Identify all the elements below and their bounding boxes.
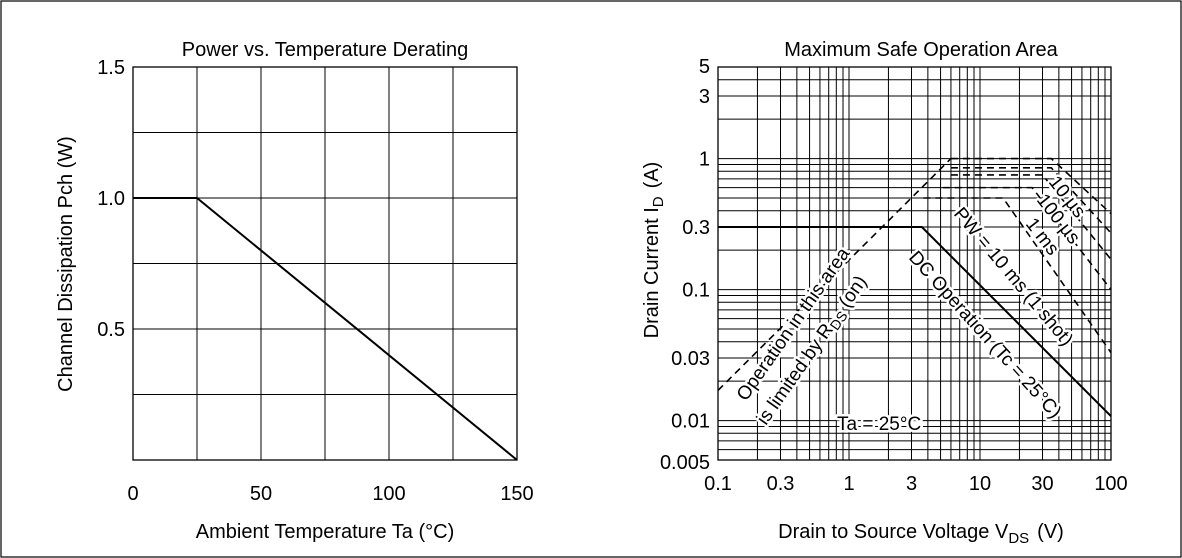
soa-y-tick-label: 3 bbox=[699, 86, 710, 108]
derating-y-ticks: 0.5 1.0 1.5 bbox=[97, 57, 125, 341]
soa-title: Maximum Safe Operation Area bbox=[784, 39, 1058, 61]
soa-x-tick-label: 0.3 bbox=[767, 473, 795, 495]
label-dc-operation: DC Operation (Tc = 25°C) bbox=[904, 247, 1065, 422]
pw-10ms-line bbox=[923, 197, 1112, 354]
soa-x-tick-label: 30 bbox=[1031, 473, 1053, 495]
derating-x-tick-label: 0 bbox=[127, 483, 138, 505]
soa-x-tick-label: 1 bbox=[843, 473, 854, 495]
derating-x-tick-label: 100 bbox=[372, 483, 405, 505]
soa-y-ticks: 0.005 0.01 0.03 0.1 0.3 1 3 5 bbox=[660, 56, 710, 474]
soa-x-tick-label: 100 bbox=[1094, 473, 1127, 495]
soa-x-label-unit: (V) bbox=[1037, 521, 1064, 543]
dc-operation-line bbox=[718, 226, 1112, 417]
soa-plot-area bbox=[717, 66, 1112, 461]
soa-y-tick-label: 0.01 bbox=[671, 411, 710, 433]
derating-curve bbox=[133, 197, 518, 461]
soa-curves bbox=[717, 157, 1112, 417]
soa-y-tick-label: 0.1 bbox=[682, 280, 710, 302]
derating-plot-area bbox=[132, 66, 518, 461]
derating-y-tick-label: 1.5 bbox=[97, 57, 125, 79]
derating-grid bbox=[133, 67, 517, 460]
pw-10us-line-b bbox=[950, 157, 1112, 215]
soa-x-label-main: Drain to Source Voltage V bbox=[778, 521, 1009, 543]
pw-1ms-line bbox=[942, 186, 1112, 291]
derating-y-label: Channel Dissipation Pch (W) bbox=[55, 136, 77, 392]
derating-x-label: Ambient Temperature Ta (°C) bbox=[196, 521, 454, 543]
pw-10us-line-a bbox=[950, 167, 1112, 234]
soa-y-label-unit: (A) bbox=[641, 162, 663, 189]
derating-y-tick-label: 0.5 bbox=[97, 319, 125, 341]
derating-x-ticks: 0 50 100 150 bbox=[127, 483, 533, 505]
soa-y-tick-label: 0.03 bbox=[671, 348, 710, 370]
pw-100us-line bbox=[950, 174, 1112, 260]
derating-x-tick-label: 50 bbox=[250, 483, 272, 505]
derating-title: Power vs. Temperature Derating bbox=[182, 39, 468, 61]
soa-y-label: Drain Current ID (A) bbox=[641, 162, 667, 339]
derating-y-tick-label: 1.0 bbox=[97, 188, 125, 210]
soa-y-tick-label: 1 bbox=[699, 149, 710, 171]
soa-x-tick-label: 10 bbox=[969, 473, 991, 495]
soa-grid bbox=[718, 67, 1111, 460]
soa-y-label-main: Drain Current I bbox=[641, 207, 663, 338]
soa-y-label-sub: D bbox=[650, 196, 667, 207]
soa-x-tick-label: 0.1 bbox=[704, 473, 732, 495]
soa-chart: Maximum Safe Operation Area 0.0050.010.0… bbox=[641, 39, 1128, 547]
soa-x-label-sub: DS bbox=[1008, 530, 1029, 547]
derating-chart: Power vs. Temperature Derating 0.5 1.0 1.5… bbox=[55, 39, 534, 543]
soa-x-label: Drain to Source Voltage VDS (V) bbox=[778, 521, 1064, 547]
soa-x-tick-label: 3 bbox=[906, 473, 917, 495]
soa-x-ticks: 0.1 0.3 1 3 10 30 100 bbox=[704, 473, 1128, 495]
soa-y-tick-label: 0.3 bbox=[682, 217, 710, 239]
derating-x-tick-label: 150 bbox=[500, 483, 533, 505]
label-ta-25c: Ta = 25°C bbox=[837, 414, 921, 435]
rds-on-limit-line bbox=[717, 157, 952, 391]
soa-y-tick-label: 5 bbox=[699, 56, 710, 78]
soa-y-tick-label: 0.005 bbox=[660, 452, 710, 474]
